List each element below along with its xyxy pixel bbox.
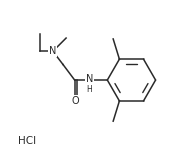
Text: N: N: [49, 46, 57, 56]
Text: H: H: [87, 85, 92, 94]
Text: N: N: [86, 74, 93, 84]
Text: O: O: [72, 96, 79, 106]
Text: HCl: HCl: [18, 136, 36, 146]
